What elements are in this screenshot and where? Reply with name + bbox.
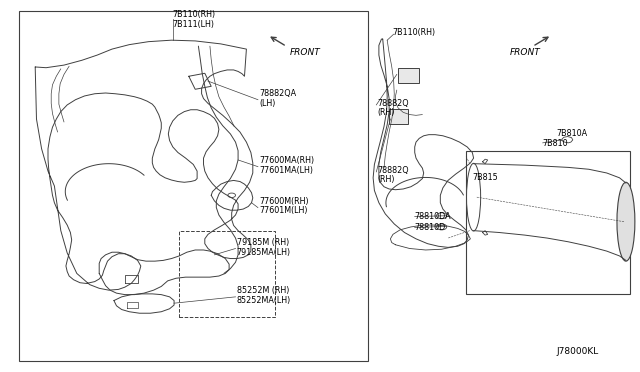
Text: 7B810: 7B810 [543, 139, 568, 148]
Text: FRONT: FRONT [510, 48, 541, 57]
Text: 78882QA: 78882QA [259, 89, 296, 98]
Ellipse shape [617, 182, 635, 261]
Text: (LH): (LH) [259, 99, 276, 108]
Text: (RH): (RH) [378, 108, 395, 117]
Text: 7B815: 7B815 [472, 173, 498, 182]
Bar [389, 109, 408, 124]
Bar [466, 151, 630, 294]
Text: FRONT: FRONT [290, 48, 321, 57]
Ellipse shape [467, 163, 481, 231]
Text: J78000KL: J78000KL [557, 347, 599, 356]
Text: 78810DA: 78810DA [415, 212, 451, 221]
Text: (RH): (RH) [378, 175, 395, 184]
Text: 79185MA(LH): 79185MA(LH) [237, 248, 291, 257]
Text: 77600M(RH): 77600M(RH) [259, 197, 309, 206]
Text: 7B111(LH): 7B111(LH) [173, 20, 215, 29]
Text: 78882Q: 78882Q [378, 166, 409, 175]
Text: 77601MA(LH): 77601MA(LH) [259, 166, 313, 174]
Bar [398, 68, 419, 83]
Text: 77600MA(RH): 77600MA(RH) [259, 156, 314, 165]
Bar [179, 231, 275, 317]
Text: 7B110(RH): 7B110(RH) [392, 28, 435, 37]
Text: 78882Q: 78882Q [378, 99, 409, 108]
Text: 85252M (RH): 85252M (RH) [237, 286, 289, 295]
Text: 79185M (RH): 79185M (RH) [237, 238, 289, 247]
Text: 78810D: 78810D [415, 223, 446, 232]
Text: 85252MA(LH): 85252MA(LH) [237, 296, 291, 305]
Text: 7B110(RH): 7B110(RH) [173, 10, 216, 19]
Bar [19, 11, 368, 361]
Text: 7B810A: 7B810A [557, 129, 588, 138]
Text: 77601M(LH): 77601M(LH) [259, 206, 308, 215]
